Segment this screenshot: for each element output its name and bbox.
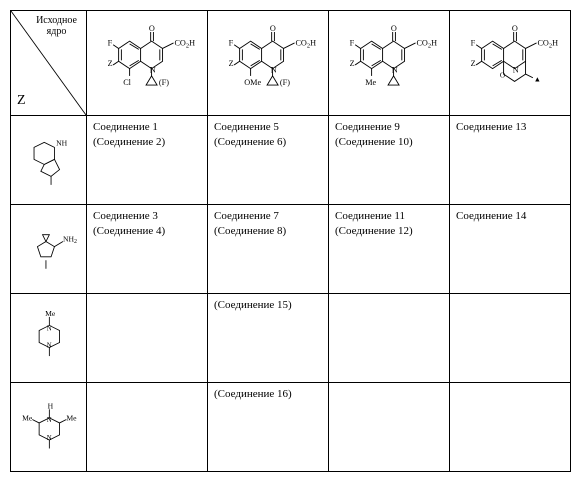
svg-text:▲: ▲ (534, 74, 541, 83)
svg-text:Cl: Cl (123, 78, 131, 87)
cell: Соединение 11 (Соединение 12) (329, 205, 450, 294)
compound-paren: (Соединение 8) (214, 225, 286, 237)
compound-main: Соединение 1 (93, 121, 158, 133)
compound-paren: (Соединение 10) (335, 136, 413, 148)
compound-main: Соединение 9 (335, 121, 400, 133)
compound-paren: (Соединение 2) (93, 136, 165, 148)
svg-text:F: F (350, 39, 355, 48)
header-col-3: O CO2H F Z N Me (329, 11, 450, 116)
cell: (Соединение 16) (208, 383, 329, 472)
compound-paren: (Соединение 4) (93, 225, 165, 237)
svg-text:Me: Me (66, 413, 77, 422)
svg-text:Me: Me (45, 309, 56, 318)
compound-main: Соединение 3 (93, 210, 158, 222)
row-label-4: H Me Me N N (11, 383, 87, 472)
cell (450, 383, 571, 472)
cell: Соединение 3 (Соединение 4) (87, 205, 208, 294)
svg-text:Me: Me (22, 413, 33, 422)
svg-text:Z: Z (471, 59, 476, 68)
cell (329, 383, 450, 472)
cell: (Соединение 15) (208, 294, 329, 383)
svg-text:OMe: OMe (244, 78, 261, 87)
row-label-2: NH2 (11, 205, 87, 294)
svg-text:N: N (47, 417, 52, 424)
row-label-3: Me N N (11, 294, 87, 383)
compound-main: (Соединение 15) (214, 299, 292, 311)
svg-text:F: F (471, 39, 476, 48)
svg-text:O: O (500, 71, 505, 80)
svg-text:N: N (47, 342, 52, 349)
svg-text:(F): (F) (280, 78, 290, 87)
compound-main: Соединение 7 (214, 210, 279, 222)
svg-text:H: H (48, 401, 54, 410)
cell: Соединение 5 (Соединение 6) (208, 116, 329, 205)
svg-text:O: O (391, 24, 397, 33)
svg-text:CO2H: CO2H (537, 39, 558, 50)
compound-main: Соединение 11 (335, 210, 405, 222)
cell (450, 294, 571, 383)
cell: Соединение 14 (450, 205, 571, 294)
svg-text:Z: Z (350, 59, 355, 68)
table-row: NH Соединение 1 (Соединение 2) Соединение… (11, 116, 571, 205)
cell: Соединение 1 (Соединение 2) (87, 116, 208, 205)
svg-text:N: N (392, 65, 398, 74)
compound-paren: (Соединение 6) (214, 136, 286, 148)
cell (87, 294, 208, 383)
header-col-2: O CO2H F Z N OMe (F) (208, 11, 329, 116)
svg-text:CO2H: CO2H (174, 39, 195, 50)
compound-table: Исходное ядро Z O CO2H F Z N Cl (F) (10, 10, 571, 472)
svg-text:N: N (47, 435, 52, 442)
compound-main: Соединение 13 (456, 121, 526, 133)
svg-text:NH2: NH2 (63, 234, 77, 245)
header-col-1: O CO2H F Z N Cl (F) (87, 11, 208, 116)
header-col-4: O CO2H F Z N O ▲ (450, 11, 571, 116)
svg-text:N: N (47, 325, 52, 332)
compound-main: (Соединение 16) (214, 388, 292, 400)
svg-text:F: F (229, 39, 234, 48)
svg-text:O: O (270, 24, 276, 33)
svg-text:O: O (149, 24, 155, 33)
svg-text:CO2H: CO2H (295, 39, 316, 50)
header-z-label: Z (17, 93, 26, 109)
cell (329, 294, 450, 383)
svg-text:(F): (F) (159, 78, 169, 87)
svg-text:N: N (150, 65, 156, 74)
svg-text:Me: Me (365, 78, 376, 87)
header-core-label: Исходное ядро (31, 15, 82, 37)
cell (87, 383, 208, 472)
row-label-1: NH (11, 116, 87, 205)
svg-text:Z: Z (229, 59, 234, 68)
compound-main: Соединение 14 (456, 210, 526, 222)
cell: Соединение 9 (Соединение 10) (329, 116, 450, 205)
cell: Соединение 13 (450, 116, 571, 205)
corner-cell: Исходное ядро Z (11, 11, 87, 116)
table-row: Me N N (Соединение 15) (11, 294, 571, 383)
svg-text:NH: NH (56, 139, 68, 148)
svg-text:Z: Z (108, 59, 113, 68)
header-row: Исходное ядро Z O CO2H F Z N Cl (F) (11, 11, 571, 116)
svg-text:CO2H: CO2H (416, 39, 437, 50)
compound-paren: (Соединение 12) (335, 225, 413, 237)
table-row: NH2 Соединение 3 (Соединение 4) Соединени… (11, 205, 571, 294)
compound-main: Соединение 5 (214, 121, 279, 133)
svg-text:O: O (512, 24, 518, 33)
table-row: H Me Me N N (Соединение 16) (11, 383, 571, 472)
cell: Соединение 7 (Соединение 8) (208, 205, 329, 294)
svg-text:F: F (108, 39, 113, 48)
svg-text:N: N (513, 65, 519, 74)
svg-text:N: N (271, 65, 277, 74)
